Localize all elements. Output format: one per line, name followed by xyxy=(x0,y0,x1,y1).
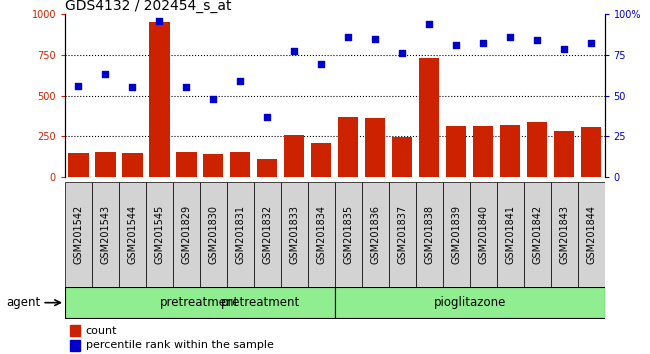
Point xyxy=(532,38,542,43)
Bar xyxy=(203,154,224,177)
Text: GSM201838: GSM201838 xyxy=(424,205,434,264)
FancyBboxPatch shape xyxy=(227,183,254,287)
Text: pioglitazone: pioglitazone xyxy=(434,296,506,309)
Point xyxy=(73,83,84,88)
FancyBboxPatch shape xyxy=(361,183,389,287)
FancyBboxPatch shape xyxy=(416,183,443,287)
Point xyxy=(424,21,434,27)
Point xyxy=(397,50,408,56)
FancyBboxPatch shape xyxy=(308,183,335,287)
Text: GSM201831: GSM201831 xyxy=(235,205,245,264)
FancyBboxPatch shape xyxy=(551,183,577,287)
Text: count: count xyxy=(86,326,117,336)
Bar xyxy=(122,153,142,177)
Point xyxy=(289,48,300,53)
Text: GSM201833: GSM201833 xyxy=(289,205,299,264)
Point xyxy=(127,84,138,90)
Text: GSM201836: GSM201836 xyxy=(370,205,380,264)
Text: pretreatment: pretreatment xyxy=(161,296,239,309)
Point xyxy=(154,18,164,23)
Point xyxy=(235,78,246,84)
Bar xyxy=(230,152,250,177)
FancyBboxPatch shape xyxy=(92,183,119,287)
Point xyxy=(586,41,596,46)
FancyBboxPatch shape xyxy=(443,183,470,287)
Text: GSM201543: GSM201543 xyxy=(101,205,111,264)
Bar xyxy=(581,127,601,177)
Text: GSM201830: GSM201830 xyxy=(209,205,218,264)
Point xyxy=(262,114,272,120)
Text: GDS4132 / 202454_s_at: GDS4132 / 202454_s_at xyxy=(65,0,231,13)
FancyBboxPatch shape xyxy=(335,183,361,287)
Text: GSM201545: GSM201545 xyxy=(155,205,164,264)
FancyBboxPatch shape xyxy=(389,183,416,287)
FancyBboxPatch shape xyxy=(119,183,146,287)
Text: GSM201837: GSM201837 xyxy=(397,205,407,264)
Bar xyxy=(150,22,170,177)
Point xyxy=(478,41,488,46)
Bar xyxy=(70,340,80,351)
FancyBboxPatch shape xyxy=(335,287,604,318)
Bar xyxy=(96,152,116,177)
Bar xyxy=(338,117,358,177)
Point xyxy=(370,36,380,41)
Bar xyxy=(311,143,332,177)
Bar xyxy=(473,126,493,177)
Bar xyxy=(446,126,466,177)
Bar xyxy=(176,152,196,177)
Text: GSM201542: GSM201542 xyxy=(73,205,83,264)
FancyBboxPatch shape xyxy=(65,183,92,287)
Bar xyxy=(554,131,574,177)
FancyBboxPatch shape xyxy=(281,183,308,287)
FancyBboxPatch shape xyxy=(524,183,551,287)
Bar xyxy=(284,136,304,177)
Text: GSM201829: GSM201829 xyxy=(181,205,191,264)
Point xyxy=(343,34,354,40)
Text: GSM201834: GSM201834 xyxy=(317,205,326,264)
Point xyxy=(505,34,515,40)
Point xyxy=(100,72,110,77)
Text: GSM201844: GSM201844 xyxy=(586,205,596,264)
FancyBboxPatch shape xyxy=(200,183,227,287)
Bar xyxy=(70,325,80,336)
Text: GSM201843: GSM201843 xyxy=(559,205,569,264)
FancyBboxPatch shape xyxy=(470,183,497,287)
Bar xyxy=(392,137,412,177)
Text: GSM201840: GSM201840 xyxy=(478,205,488,264)
Text: GSM201842: GSM201842 xyxy=(532,205,542,264)
FancyBboxPatch shape xyxy=(173,183,200,287)
Bar xyxy=(419,58,439,177)
Bar xyxy=(68,153,88,177)
Point xyxy=(208,96,218,102)
Text: GSM201835: GSM201835 xyxy=(343,205,353,264)
Text: GSM201832: GSM201832 xyxy=(263,205,272,264)
Text: percentile rank within the sample: percentile rank within the sample xyxy=(86,340,274,350)
Bar xyxy=(527,122,547,177)
Point xyxy=(181,84,192,90)
Bar xyxy=(257,159,278,177)
Text: GSM201839: GSM201839 xyxy=(451,205,461,264)
FancyBboxPatch shape xyxy=(65,287,335,318)
FancyBboxPatch shape xyxy=(577,183,605,287)
Text: pretreatment: pretreatment xyxy=(221,296,300,309)
FancyBboxPatch shape xyxy=(146,183,173,287)
Point xyxy=(316,61,326,67)
Point xyxy=(451,42,462,48)
Text: GSM201544: GSM201544 xyxy=(127,205,137,264)
Text: agent: agent xyxy=(6,296,41,309)
Text: GSM201841: GSM201841 xyxy=(505,205,515,264)
Bar xyxy=(365,118,385,177)
FancyBboxPatch shape xyxy=(497,183,524,287)
Bar xyxy=(500,125,520,177)
FancyBboxPatch shape xyxy=(254,183,281,287)
Point xyxy=(559,46,569,52)
